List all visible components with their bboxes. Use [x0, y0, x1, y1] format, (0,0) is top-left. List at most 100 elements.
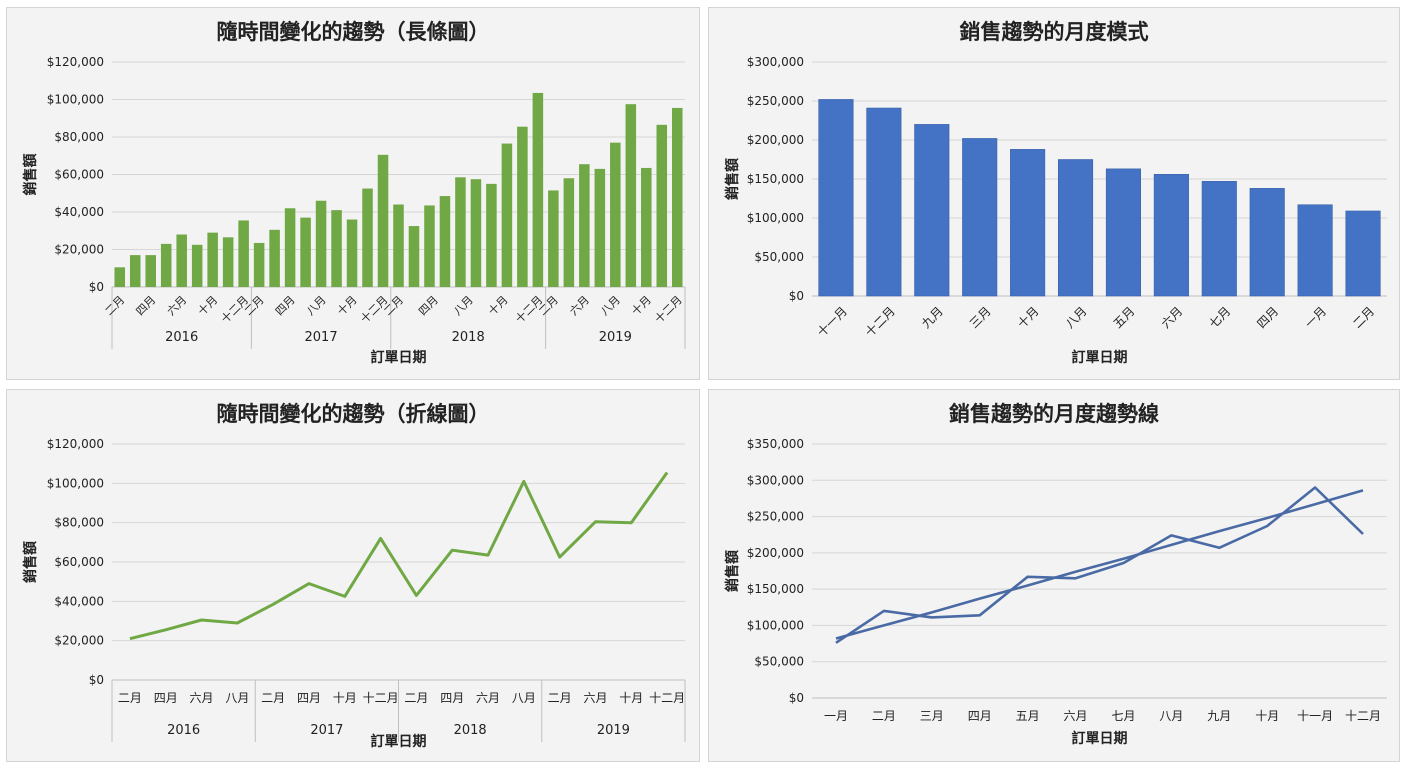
x-tick-label: 三月	[920, 709, 944, 723]
x-tick-label: 十月	[334, 293, 359, 318]
year-label: 2019	[599, 330, 632, 345]
x-tick-label: 八月	[1063, 304, 1090, 331]
bar	[377, 154, 389, 287]
x-tick-label: 八月	[598, 293, 623, 318]
bar	[866, 107, 902, 297]
chart-title: 隨時間變化的趨勢（長條圖）	[217, 20, 490, 44]
bar	[424, 205, 435, 287]
y-axis-title: 銷售額	[724, 550, 741, 592]
bar	[656, 124, 668, 287]
x-tick-label: 五月	[1016, 709, 1040, 723]
bar	[517, 126, 528, 287]
x-tick-label: 一月	[824, 709, 848, 723]
y-tick-label: $300,000	[747, 473, 804, 487]
chart-title: 銷售趨勢的月度趨勢線	[949, 402, 1159, 426]
x-tick-label: 十二月	[363, 691, 399, 705]
chart-panel-monthly-pattern: 銷售趨勢的月度模式 銷售額 訂單日期 $0 $50,000 $100,000 $150,00…	[708, 7, 1400, 380]
x-tick-label: 二月	[261, 691, 285, 705]
y-axis-title: 銷售額	[724, 158, 741, 200]
y-tick-label: $100,000	[747, 211, 804, 225]
bar	[346, 219, 358, 287]
x-tick-label: 六月	[1159, 304, 1186, 331]
x-tick-label: 八月	[512, 691, 536, 705]
bar	[641, 167, 652, 287]
y-tick-label: $40,000	[54, 594, 104, 608]
y-tick-label: $120,000	[47, 55, 104, 69]
x-tick-label: 四月	[273, 293, 298, 318]
y-tick-label: $80,000	[54, 130, 104, 144]
year-label: 2016	[167, 723, 200, 738]
x-tick-label: 十月	[1015, 304, 1042, 331]
chart-line-trend: 隨時間變化的趨勢（折線圖）銷售額訂單日期$0$20,000$40,000$60,…	[22, 402, 686, 750]
y-tick-label: $100,000	[47, 476, 104, 490]
x-tick-label: 六月	[1064, 709, 1088, 723]
x-tick-label: 四月	[134, 293, 159, 318]
x-tick-label: 九月	[919, 304, 946, 331]
x-tick-label: 四月	[968, 709, 992, 723]
x-tick-label: 七月	[1111, 709, 1135, 723]
bar	[362, 188, 373, 287]
year-label: 2018	[452, 330, 485, 345]
chart-panel-monthly-trendline: 銷售趨勢的月度趨勢線 銷售額 訂單日期 $0 $50,000 $100,000 $150,0…	[708, 389, 1400, 762]
bar	[594, 168, 606, 287]
y-tick-label: $0	[89, 673, 104, 687]
bar	[579, 164, 590, 287]
y-tick-label: $50,000	[754, 655, 804, 669]
bar	[501, 143, 513, 287]
x-tick-label: 九月	[1207, 709, 1231, 723]
bar	[563, 178, 575, 287]
y-tick-label: $350,000	[747, 437, 804, 451]
bar	[548, 190, 559, 287]
bar	[1057, 159, 1094, 297]
bar	[818, 99, 854, 297]
trend-line	[835, 489, 1364, 640]
x-tick-label: 八月	[225, 691, 249, 705]
y-tick-label: $120,000	[47, 437, 104, 451]
bar	[1153, 174, 1189, 297]
bar	[470, 179, 482, 287]
y-tick-label: $300,000	[747, 55, 804, 69]
bar	[1249, 188, 1285, 297]
bar	[962, 138, 998, 297]
chart-title: 銷售趨勢的月度模式	[960, 20, 1149, 44]
y-tick-label: $250,000	[747, 94, 804, 108]
y-axis-title: 銷售額	[22, 154, 39, 196]
x-tick-label: 十二月	[863, 304, 898, 339]
x-tick-label: 六月	[567, 293, 592, 318]
x-tick-label: 十一月	[815, 304, 850, 339]
x-tick-label: 十月	[485, 293, 510, 318]
x-tick-label: 一月	[1302, 304, 1329, 331]
y-tick-label: $60,000	[54, 168, 104, 182]
bar	[269, 229, 280, 287]
x-tick-label: 七月	[1206, 304, 1233, 331]
bar	[145, 255, 156, 287]
x-tick-label: 十月	[619, 691, 643, 705]
y-axis-title: 銷售額	[22, 541, 39, 583]
x-tick-label: 二月	[103, 293, 128, 318]
bar	[300, 217, 311, 287]
year-label: 2018	[454, 723, 487, 738]
y-tick-label: $0	[789, 289, 804, 303]
bar	[253, 242, 265, 287]
x-tick-label: 八月	[304, 293, 329, 318]
chart-title: 隨時間變化的趨勢（折線圖）	[217, 402, 490, 426]
y-tick-label: $150,000	[747, 172, 804, 186]
chart-panel-bar-trend: 隨時間變化的趨勢（長條圖） 銷售額 訂單日期 $0 $20,000 $40,000 $60,…	[6, 7, 700, 380]
bar	[331, 210, 342, 287]
x-tick-label: 八月	[451, 293, 476, 318]
bar	[207, 232, 218, 287]
bar	[914, 124, 950, 297]
y-tick-label: $200,000	[747, 546, 804, 560]
y-tick-label: $80,000	[54, 516, 104, 530]
x-tick-label: 四月	[154, 691, 178, 705]
bar	[532, 92, 544, 287]
year-label: 2019	[597, 723, 630, 738]
x-tick-label: 十月	[628, 293, 653, 318]
x-tick-label: 六月	[583, 691, 607, 705]
year-label: 2017	[310, 723, 343, 738]
y-tick-label: $50,000	[754, 250, 804, 264]
x-tick-label: 八月	[1159, 709, 1183, 723]
x-tick-label: 二月	[404, 691, 428, 705]
